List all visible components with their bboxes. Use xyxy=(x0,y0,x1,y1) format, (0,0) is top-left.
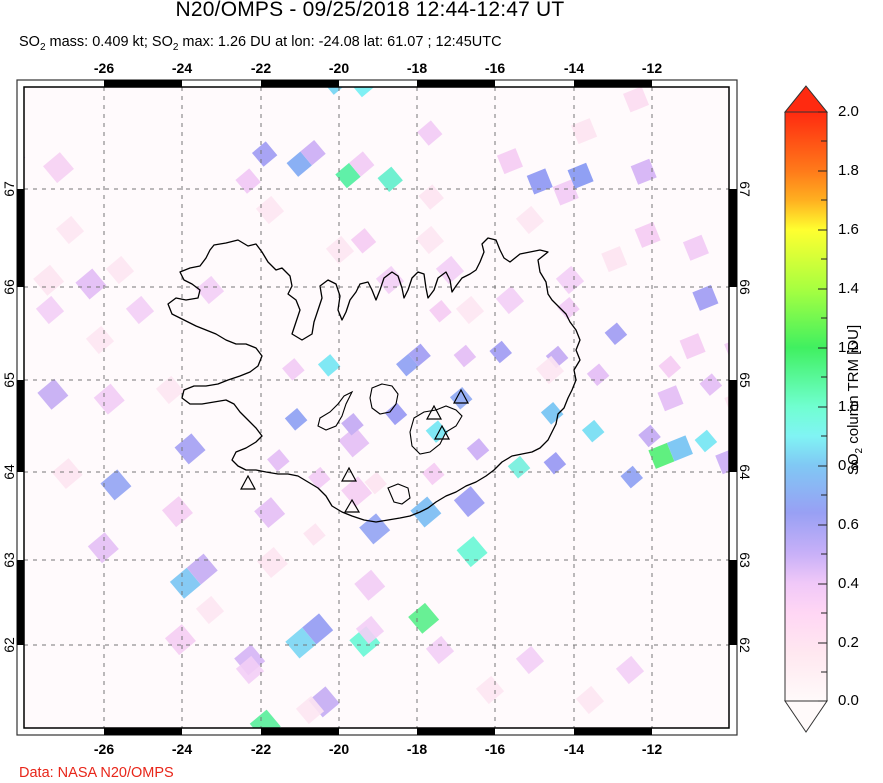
plot-frame xyxy=(23,86,730,729)
frame-band-left xyxy=(17,189,24,645)
colorbar-title: SO2 column TRM [DU] xyxy=(845,324,865,476)
lat-tick-right: 64 xyxy=(737,464,753,480)
colorbar-tick-label: 0.4 xyxy=(838,575,859,592)
data-credit: Data: NASA N20/OMPS xyxy=(19,765,174,781)
lon-tick-bottom: -22 xyxy=(250,741,272,757)
lat-tick-left: 66 xyxy=(1,279,17,295)
inland-outline-1 xyxy=(369,383,399,415)
lon-tick-bottom: -16 xyxy=(484,741,506,757)
lon-tick-top: -12 xyxy=(641,60,663,76)
triangle-icon xyxy=(340,466,358,482)
lat-tick-right: 65 xyxy=(737,372,753,388)
lat-tick-right: 66 xyxy=(737,279,753,295)
lon-tick-bottom: -24 xyxy=(171,741,193,757)
triangle-icon xyxy=(452,388,470,404)
map-title: N20/OMPS - 09/25/2018 12:44-12:47 UT xyxy=(175,0,565,21)
colorbar-tick-label: 1.2 xyxy=(838,339,859,356)
lat-tick-right: 62 xyxy=(737,637,753,653)
lat-tick-left: 62 xyxy=(1,637,17,653)
lon-tick-top: -22 xyxy=(250,60,272,76)
inland-outline-2 xyxy=(317,390,354,431)
colorbar-tick-label: 2.0 xyxy=(838,103,859,120)
lat-tick-right: 63 xyxy=(737,552,753,568)
triangle-icon xyxy=(433,424,451,440)
colorbar-max-arrow xyxy=(783,85,829,113)
lon-tick-bottom: -12 xyxy=(641,741,663,757)
iceland-coastline xyxy=(167,237,581,523)
lat-tick-left: 65 xyxy=(1,372,17,388)
colorbar-tick-label: 1.0 xyxy=(838,398,859,415)
lon-tick-top: -26 xyxy=(93,60,115,76)
lon-tick-top: -14 xyxy=(563,60,585,76)
lat-tick-left: 63 xyxy=(1,552,17,568)
colorbar-tick-label: 1.6 xyxy=(838,221,859,238)
lon-tick-top: -16 xyxy=(484,60,506,76)
lat-tick-left: 64 xyxy=(1,464,17,480)
inland-outline-4 xyxy=(387,483,411,505)
triangle-icon xyxy=(239,474,257,490)
inland-outline-3 xyxy=(409,405,463,455)
volcano-markers xyxy=(239,388,470,513)
map-subtitle: SO2 mass: 0.409 kt; SO2 max: 1.26 DU at … xyxy=(19,34,502,53)
lon-tick-bottom: -20 xyxy=(328,741,350,757)
colorbar xyxy=(783,85,829,733)
lon-tick-bottom: -18 xyxy=(406,741,428,757)
triangle-icon xyxy=(425,404,443,420)
frame-band-top xyxy=(104,80,652,87)
frame-band-right xyxy=(729,189,737,645)
colorbar-tick-label: 0.2 xyxy=(838,634,859,651)
triangle-icon xyxy=(343,498,361,513)
colorbar-tick-label: 0.8 xyxy=(838,457,859,474)
so2-pixels xyxy=(24,87,729,728)
frame-band-bottom xyxy=(104,728,652,735)
colorbar-tick-label: 0.0 xyxy=(838,692,859,709)
lat-tick-left: 67 xyxy=(1,181,17,197)
graticule xyxy=(24,87,729,728)
lon-tick-bottom: -26 xyxy=(93,741,115,757)
lon-tick-bottom: -14 xyxy=(563,741,585,757)
lon-tick-top: -24 xyxy=(171,60,193,76)
lon-tick-top: -18 xyxy=(406,60,428,76)
colorbar-tick-label: 1.4 xyxy=(838,280,859,297)
lat-tick-right: 67 xyxy=(737,181,753,197)
colorbar-tick-label: 0.6 xyxy=(838,516,859,533)
lon-tick-top: -20 xyxy=(328,60,350,76)
colorbar-tick-label: 1.8 xyxy=(838,162,859,179)
colorbar-min-arrow xyxy=(784,700,828,733)
